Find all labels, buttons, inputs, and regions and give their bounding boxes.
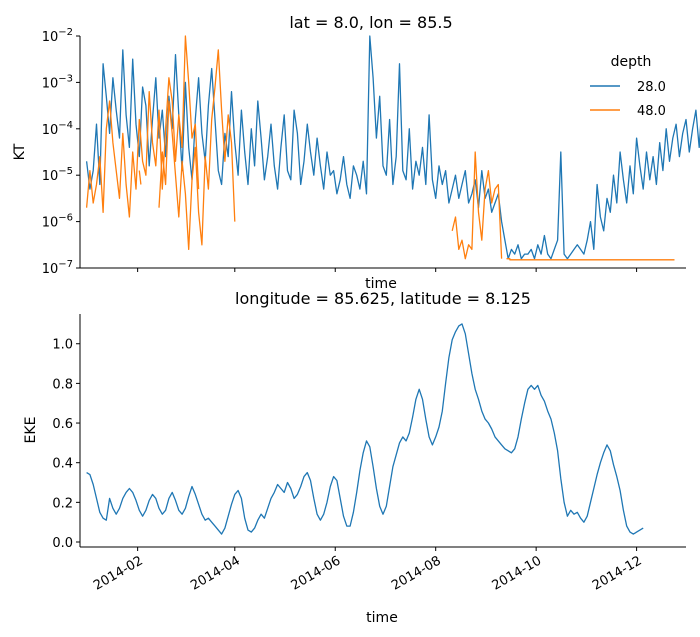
- kt-series-48-segment: [158, 49, 236, 251]
- kt-y-tick-label: 10−5: [42, 166, 73, 184]
- eke-title: longitude = 85.625, latitude = 8.125: [235, 289, 531, 308]
- kt-series-48-segment: [506, 258, 675, 261]
- eke-series: [86, 323, 644, 535]
- kt-y-tick-label: 10−6: [42, 213, 73, 231]
- kt-y-tick-label: 10−7: [42, 259, 73, 277]
- kt-y-tick-label: 10−3: [42, 73, 73, 91]
- kt-series-48-segment: [85, 35, 200, 218]
- eke-xlabel: time: [366, 610, 398, 626]
- eke-y-tick-label: 0.2: [52, 496, 73, 511]
- legend-title: depth: [611, 54, 652, 70]
- kt-y-tick-label: 10−4: [42, 120, 73, 138]
- eke-x-tick-label: 2014-12: [590, 553, 645, 593]
- eke-panel: longitude = 85.625, latitude = 8.125 EKE…: [23, 289, 686, 626]
- kt-ylabel: KT: [12, 143, 28, 160]
- eke-y-tick-label: 0.4: [52, 457, 73, 472]
- eke-x-tick-label: 2014-04: [188, 553, 243, 593]
- kt-y-tick-label: 10−2: [42, 27, 73, 45]
- eke-x-tick-label: 2014-06: [289, 553, 344, 593]
- legend-label-28: 28.0: [637, 80, 666, 95]
- kt-legend: depth 28.0 48.0: [590, 54, 666, 119]
- eke-x-tick-label: 2014-10: [490, 553, 545, 593]
- eke-ylabel: EKE: [23, 417, 39, 444]
- kt-panel: lat = 8.0, lon = 85.5 KT time 10−7 10−6 10…: [12, 13, 700, 292]
- kt-series-28: [85, 35, 700, 260]
- eke-y-tick-label: 0.6: [52, 417, 73, 432]
- eke-x-tick-label: 2014-02: [91, 553, 146, 593]
- kt-title: lat = 8.0, lon = 85.5: [289, 13, 452, 32]
- kt-xlabel: time: [365, 276, 397, 292]
- eke-x-tick-label: 2014-08: [389, 553, 444, 593]
- kt-series-48-segment: [138, 170, 142, 185]
- eke-y-tick-label: 1.0: [52, 338, 73, 353]
- eke-y-tick-label: 0.0: [52, 536, 73, 551]
- eke-y-tick-label: 0.8: [52, 377, 73, 392]
- kt-series-48-segment: [451, 151, 503, 260]
- legend-label-48: 48.0: [637, 104, 666, 119]
